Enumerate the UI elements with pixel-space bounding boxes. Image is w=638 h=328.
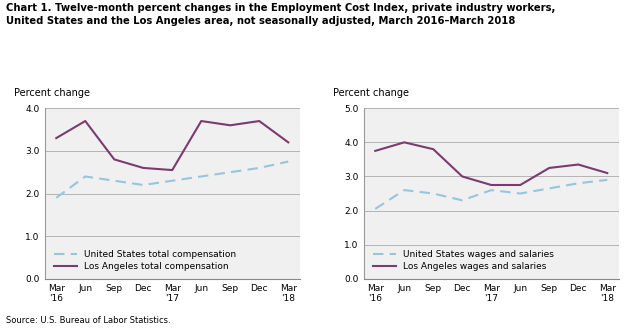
Los Angeles wages and salaries (429, 147, 437, 151)
United States wages and salaries (401, 188, 408, 192)
United States total compensation (168, 179, 176, 183)
United States total compensation (285, 159, 292, 163)
United States wages and salaries (487, 188, 495, 192)
United States total compensation (82, 174, 89, 178)
Los Angeles total compensation (52, 136, 60, 140)
United States wages and salaries (371, 207, 379, 211)
Legend: United States total compensation, Los Angeles total compensation: United States total compensation, Los An… (54, 250, 236, 271)
United States wages and salaries (604, 178, 611, 182)
Los Angeles wages and salaries (574, 163, 582, 167)
United States wages and salaries (459, 198, 466, 202)
Text: Percent change: Percent change (14, 88, 90, 98)
Line: Los Angeles total compensation: Los Angeles total compensation (56, 121, 288, 170)
United States total compensation (226, 170, 234, 174)
Los Angeles wages and salaries (459, 174, 466, 178)
Text: Source: U.S. Bureau of Labor Statistics.: Source: U.S. Bureau of Labor Statistics. (6, 316, 171, 325)
Los Angeles wages and salaries (401, 140, 408, 144)
Text: Chart 1. Twelve-month percent changes in the Employment Cost Index, private indu: Chart 1. Twelve-month percent changes in… (6, 3, 556, 27)
Legend: United States wages and salaries, Los Angeles wages and salaries: United States wages and salaries, Los An… (373, 250, 554, 271)
Los Angeles wages and salaries (487, 183, 495, 187)
Los Angeles wages and salaries (371, 149, 379, 153)
Line: United States wages and salaries: United States wages and salaries (375, 180, 607, 209)
United States total compensation (140, 183, 147, 187)
Text: Percent change: Percent change (333, 88, 409, 98)
Line: Los Angeles wages and salaries: Los Angeles wages and salaries (375, 142, 607, 185)
Los Angeles total compensation (226, 123, 234, 127)
United States wages and salaries (516, 192, 524, 195)
Los Angeles wages and salaries (545, 166, 553, 170)
Los Angeles total compensation (140, 166, 147, 170)
United States wages and salaries (429, 192, 437, 195)
Los Angeles total compensation (197, 119, 205, 123)
Los Angeles wages and salaries (604, 171, 611, 175)
Los Angeles total compensation (255, 119, 263, 123)
Los Angeles total compensation (168, 168, 176, 172)
Line: United States total compensation: United States total compensation (56, 161, 288, 198)
United States total compensation (110, 179, 118, 183)
Los Angeles wages and salaries (516, 183, 524, 187)
Los Angeles total compensation (285, 140, 292, 144)
Los Angeles total compensation (82, 119, 89, 123)
Los Angeles total compensation (110, 157, 118, 161)
United States total compensation (255, 166, 263, 170)
United States total compensation (52, 196, 60, 200)
United States wages and salaries (545, 186, 553, 190)
United States total compensation (197, 174, 205, 178)
United States wages and salaries (574, 181, 582, 185)
